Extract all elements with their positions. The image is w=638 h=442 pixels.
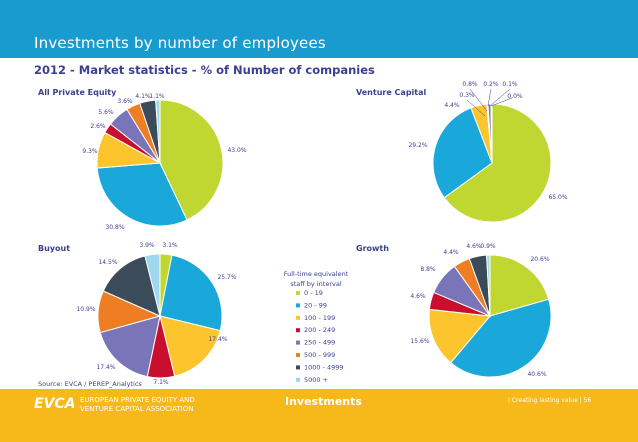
data-label: 65.0% <box>548 194 567 201</box>
data-label: 10.9% <box>76 306 95 313</box>
legend-label: 0 - 19 <box>304 289 323 297</box>
data-label: 3.9% <box>139 242 155 249</box>
leader-line <box>466 99 486 117</box>
data-label: 4.1% <box>135 93 151 100</box>
chart-title-buyout: Buyout <box>38 244 70 253</box>
leader-line <box>469 88 488 112</box>
legend-swatch <box>296 315 300 320</box>
footer-bar <box>0 389 638 442</box>
legend-label: 200 - 249 <box>304 326 335 334</box>
pie-buyout: 3.1% 25.7% 17.4% 7.1% 17.4% 10.9% 14.5% 3.9% <box>76 242 236 386</box>
data-label: 0.0% <box>507 93 523 100</box>
page-title: Investments by number of employees <box>34 34 326 52</box>
legend-label: 1000 - 4999 <box>304 363 344 371</box>
data-label: 4.4% <box>444 102 460 109</box>
pie-slice-2 <box>159 254 223 332</box>
legend: Full-time equivalent staff by interval 0… <box>284 270 349 384</box>
pie-slice-8 <box>486 254 491 317</box>
pie-all-private-equity: 43.0% 30.8% 9.3% 2.6% 5.6%3.6%4.1%1.1% <box>82 93 246 231</box>
pie-slice-1 <box>489 254 550 317</box>
legend-label: 500 - 999 <box>304 351 335 359</box>
data-label: 4.4% <box>443 249 459 256</box>
data-label: 5.6% <box>98 109 114 116</box>
data-label: 7.1% <box>153 379 169 386</box>
data-label: 25.7% <box>217 274 236 281</box>
legend-label: 5000 + <box>304 376 328 384</box>
legend-swatch <box>296 328 300 333</box>
data-label: 2.6% <box>90 123 106 130</box>
legend-title-line2: staff by interval <box>290 280 341 288</box>
pie-slice-1 <box>443 103 552 223</box>
data-label: 40.6% <box>527 371 546 378</box>
legend-swatch <box>296 340 300 345</box>
pie-slice-3 <box>159 315 221 377</box>
logo-text-line1: EUROPEAN PRIVATE EQUITY AND <box>80 396 195 404</box>
chart-title-growth: Growth <box>356 244 389 253</box>
legend-label: 100 - 199 <box>304 314 335 322</box>
legend-swatch <box>296 365 300 370</box>
evca-logo: EVCA <box>34 396 76 412</box>
data-label: 30.8% <box>105 224 124 231</box>
chart-title-vc: Venture Capital <box>356 88 427 97</box>
pie-slice-5 <box>99 315 161 378</box>
legend-title-line1: Full-time equivalent <box>284 270 349 278</box>
data-label: 3.1% <box>162 242 178 249</box>
legend-swatch <box>296 377 300 382</box>
data-label: 0.1% <box>502 81 518 88</box>
footer-page-info: | Creating lasting value | 56 <box>508 397 592 404</box>
leader-line <box>487 88 492 107</box>
data-label: 4.6% <box>466 243 482 250</box>
legend-swatch <box>296 303 300 308</box>
header-bar <box>0 0 638 58</box>
data-label: 0.2% <box>483 81 499 88</box>
pie-growth: 20.6%40.6%15.6%4.6%8.8%4.4%4.6%0.9% <box>410 243 552 378</box>
data-label: 4.6% <box>410 293 426 300</box>
source-note: Source: EVCA / PEREP_Analytics <box>38 380 142 388</box>
pie-slice-2 <box>450 298 552 378</box>
data-label: 1.1% <box>149 93 165 100</box>
chart-title-all-pe: All Private Equity <box>38 88 117 97</box>
pie-slice-8 <box>144 253 161 317</box>
pie-slice-8 <box>155 99 161 164</box>
leader-line <box>490 97 513 107</box>
logo-text: EUROPEAN PRIVATE EQUITY AND VENTURE CAPI… <box>80 396 195 414</box>
pie-slice-2 <box>432 107 493 199</box>
data-label: 17.4% <box>208 336 227 343</box>
leader-line <box>489 88 511 107</box>
legend-swatch <box>296 291 300 295</box>
pie-slice-2 <box>96 162 188 227</box>
data-label: 17.4% <box>96 364 115 371</box>
data-label: 9.3% <box>82 148 98 155</box>
data-label: 15.6% <box>410 338 429 345</box>
data-label: 0.3% <box>459 92 475 99</box>
pie-slice-3 <box>428 308 491 364</box>
data-label: 8.8% <box>420 266 436 273</box>
data-label: 0.8% <box>462 81 478 88</box>
pie-venture-capital: 65.0% 29.2% 4.4% 0.3% 0.8% 0.2% 0.1% 0.0% <box>408 81 568 223</box>
data-label: 29.2% <box>408 142 427 149</box>
pie-slice-1 <box>159 99 224 221</box>
data-label: 14.5% <box>98 259 117 266</box>
page-subtitle: 2012 - Market statistics - % of Number o… <box>34 63 375 77</box>
legend-label: 250 - 499 <box>304 339 335 347</box>
data-label: 3.6% <box>117 98 133 105</box>
legend-swatch <box>296 353 300 357</box>
data-label: 43.0% <box>227 147 246 154</box>
logo-text-line2: VENTURE CAPITAL ASSOCIATION <box>80 405 194 413</box>
legend-label: 20 - 99 <box>304 301 327 309</box>
footer-section-title: Investments <box>285 395 362 408</box>
pie-slice-7 <box>102 255 161 317</box>
data-label: 20.6% <box>530 256 549 263</box>
data-label: 0.9% <box>480 243 496 250</box>
